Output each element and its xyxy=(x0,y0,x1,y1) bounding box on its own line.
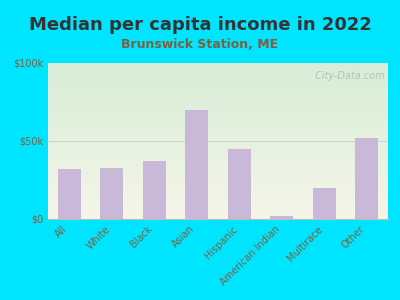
Bar xyxy=(312,188,336,219)
Bar xyxy=(228,149,251,219)
Text: Median per capita income in 2022: Median per capita income in 2022 xyxy=(28,16,372,34)
Bar xyxy=(142,161,166,219)
Bar xyxy=(100,167,124,219)
Text: Brunswick Station, ME: Brunswick Station, ME xyxy=(122,38,278,50)
Bar xyxy=(58,169,81,219)
Bar xyxy=(270,216,294,219)
Text: City-Data.com: City-Data.com xyxy=(312,71,385,81)
Bar xyxy=(185,110,208,219)
Bar xyxy=(355,138,378,219)
